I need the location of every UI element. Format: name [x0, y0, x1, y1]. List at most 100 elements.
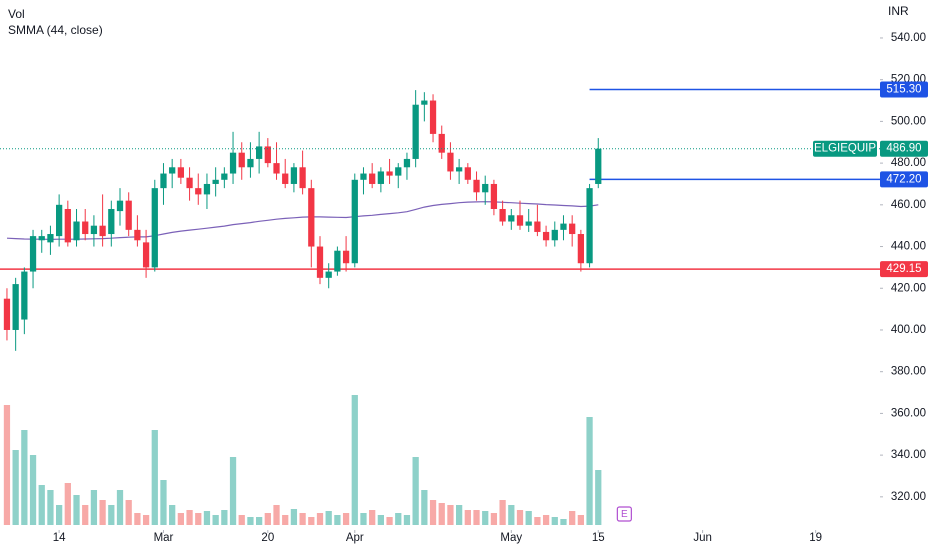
volume-bar	[247, 517, 254, 525]
candle-body	[282, 173, 289, 184]
symbol-box	[813, 140, 877, 157]
volume-bar	[542, 515, 550, 525]
candle-body	[360, 173, 367, 180]
candle-body	[47, 234, 54, 243]
candle-body	[116, 200, 124, 212]
volume-bar	[499, 500, 506, 525]
candle-body	[264, 146, 271, 164]
volume-bar	[160, 480, 167, 525]
x-tick-label: 20	[261, 532, 274, 544]
volume-bar	[342, 513, 350, 525]
volume-bar	[169, 505, 176, 525]
candle-body	[325, 271, 332, 278]
volume-bar	[403, 515, 411, 525]
y-tick-label: 480.00	[891, 157, 926, 169]
volume-bar	[212, 515, 219, 525]
volume-bar	[421, 490, 428, 525]
candle-body	[334, 250, 341, 272]
volume-bar	[12, 450, 19, 525]
volume-bar	[290, 509, 298, 525]
volume-bar	[412, 457, 419, 525]
volume-bar	[377, 515, 384, 525]
volume-bar	[334, 515, 341, 525]
volume-bar	[560, 519, 567, 525]
candle-body	[342, 250, 350, 264]
candle-body	[99, 225, 106, 237]
candle-body	[21, 271, 28, 320]
candle-body	[386, 171, 393, 176]
candle-body	[212, 179, 219, 184]
candle-body	[273, 163, 280, 174]
volume-bar	[90, 490, 98, 525]
volume-bar	[47, 490, 54, 525]
x-tick-label: 19	[809, 532, 822, 544]
volume-bar	[282, 515, 289, 525]
volume-bar	[490, 513, 498, 525]
volume-bar	[73, 495, 80, 525]
volume-bar	[256, 517, 263, 525]
y-tick-label: 540.00	[891, 32, 926, 44]
candle-body	[438, 133, 445, 153]
candle-body	[64, 208, 71, 243]
candle-body	[12, 284, 19, 330]
volume-bar	[64, 483, 71, 525]
volume-bar	[142, 515, 150, 525]
level-label-box	[880, 171, 928, 188]
volume-bar	[238, 515, 245, 525]
indicator-label: SMMA (44, close)	[8, 23, 103, 37]
candle-body	[577, 234, 584, 264]
volume-bar	[351, 395, 358, 525]
candle-body	[499, 208, 506, 222]
volume-bar	[3, 405, 11, 525]
volume-bar	[395, 513, 402, 525]
candle-body	[534, 221, 541, 232]
volume-bar	[473, 510, 480, 525]
volume-bar	[369, 510, 376, 525]
volume-bar	[108, 505, 115, 525]
candle-body	[377, 171, 384, 184]
candle-body	[247, 158, 254, 168]
x-tick-label: May	[500, 532, 522, 544]
volume-bar	[151, 430, 158, 525]
x-tick-label: Apr	[346, 532, 364, 544]
candle-body	[482, 183, 489, 193]
candle-body	[464, 167, 471, 180]
candle-body	[256, 146, 263, 159]
volume-bar	[21, 430, 28, 525]
level-label: 472.20	[886, 173, 921, 185]
candle-body	[177, 167, 184, 178]
price-label: 486.90	[886, 143, 921, 155]
candle-body	[221, 173, 228, 180]
volume-bar	[508, 505, 515, 525]
volume-bar	[264, 513, 271, 525]
candle-body	[429, 100, 437, 134]
volume-bar	[116, 490, 124, 525]
volume-bar	[482, 511, 489, 525]
symbol-label: ELGIEQUIP	[814, 143, 876, 155]
candle-body	[134, 229, 141, 241]
candle-body	[516, 215, 524, 226]
candle-body	[151, 188, 158, 268]
candle-body	[186, 177, 193, 189]
y-tick-label: 360.00	[891, 407, 926, 419]
y-tick-label: 380.00	[891, 366, 926, 378]
candle-body	[560, 223, 567, 230]
volume-bar	[386, 517, 393, 525]
candle-body	[108, 208, 115, 235]
volume-bar	[438, 503, 445, 525]
candle-body	[82, 221, 89, 235]
candle-body	[308, 188, 315, 247]
candle-body	[525, 221, 532, 226]
candle-body	[73, 221, 80, 241]
candle-body	[473, 179, 480, 193]
candle-body	[299, 167, 306, 189]
candle-body	[316, 246, 324, 278]
volume-bar	[534, 517, 541, 525]
candle-body	[508, 215, 515, 222]
volume-bar	[577, 515, 584, 525]
candle-body	[586, 188, 593, 264]
candle-body	[56, 204, 63, 237]
volume-bar	[134, 513, 141, 525]
volume-bar	[551, 517, 558, 525]
